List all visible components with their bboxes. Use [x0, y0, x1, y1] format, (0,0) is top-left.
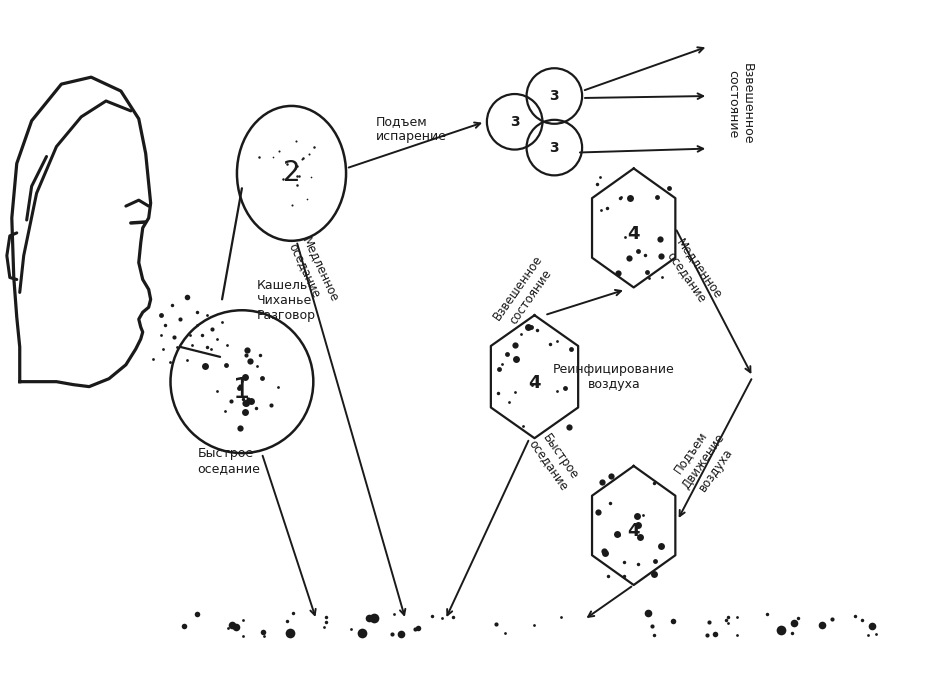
Text: Взвешенное
состояние: Взвешенное состояние — [492, 253, 558, 331]
Text: Подъем
Движение
воздуха: Подъем Движение воздуха — [667, 422, 739, 500]
Text: Быстрое
оседание: Быстрое оседание — [526, 429, 583, 493]
Text: 3: 3 — [549, 140, 559, 155]
Text: 2: 2 — [283, 160, 300, 188]
Text: Реинфицирование
воздуха: Реинфицирование воздуха — [553, 363, 675, 391]
Text: Подъем
испарение: Подъем испарение — [376, 115, 447, 143]
Text: Быстрое
оседание: Быстрое оседание — [197, 447, 260, 475]
Text: Взвешенное
состояние: Взвешенное состояние — [726, 63, 754, 145]
Text: 4: 4 — [529, 374, 541, 391]
Text: Медленное
оседание: Медленное оседание — [661, 236, 725, 310]
Text: Кашель
Чиханье
Разговор: Кашель Чиханье Разговор — [257, 279, 316, 322]
Text: 1: 1 — [233, 376, 251, 404]
Text: 4: 4 — [627, 225, 640, 243]
Text: Медленное
оседание: Медленное оседание — [287, 235, 342, 310]
Text: 4: 4 — [627, 522, 640, 540]
Text: 3: 3 — [510, 115, 519, 129]
Text: 3: 3 — [549, 89, 559, 103]
